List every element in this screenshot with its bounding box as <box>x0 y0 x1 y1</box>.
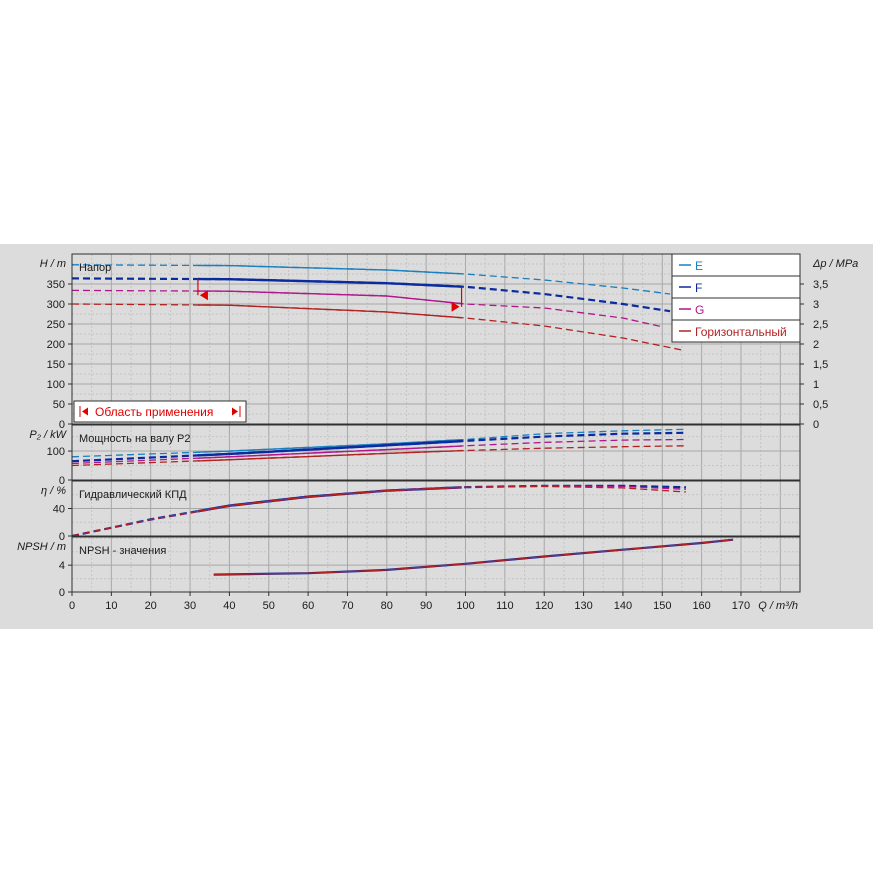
y-tick-label: 150 <box>47 359 65 371</box>
efficiency-series-Горизонтальный <box>71 485 686 537</box>
y-tick-label: 0 <box>59 419 65 431</box>
x-tick-label: 160 <box>692 600 710 612</box>
y-tick-label: 200 <box>47 339 65 351</box>
right-axis-label: Δp / MPa <box>812 258 858 270</box>
y-tick-label: 0 <box>59 475 65 487</box>
npsh-ylabel: NPSH / m <box>17 541 66 553</box>
head-series-F-range <box>197 277 462 288</box>
y-tick-label: 350 <box>47 279 65 291</box>
x-tick-label: 80 <box>381 600 393 612</box>
right-tick-label: 0,5 <box>813 399 828 411</box>
power-title: Мощность на валу P2 <box>79 433 191 445</box>
x-tick-label: 40 <box>223 600 235 612</box>
y-tick-label: 100 <box>47 446 65 458</box>
overlay-layer: Область применения EFG Горизонтальный <box>73 253 801 423</box>
x-tick-label: 10 <box>105 600 117 612</box>
right-tick-label: 1,5 <box>813 359 828 371</box>
y-tick-label: 250 <box>47 319 65 331</box>
right-tick-label: 0 <box>813 419 819 431</box>
power-series-E-range <box>197 439 462 453</box>
legend-label-F: F <box>695 281 702 295</box>
right-tick-label: 2 <box>813 339 819 351</box>
chart-panel: 0 50 100 150 200 250 300 350 H / m Напор 0 0,5 1 1,5 2… <box>0 244 873 629</box>
legend-label-E: E <box>695 259 703 273</box>
right-tick-label: 3 <box>813 299 819 311</box>
efficiency-series-E-range <box>197 486 462 512</box>
y-tick-label: 4 <box>59 560 65 572</box>
x-tick-label: 20 <box>145 600 157 612</box>
npsh-title: NPSH - значения <box>79 545 166 557</box>
x-tick-label: 170 <box>732 600 750 612</box>
y-tick-label: 50 <box>53 399 65 411</box>
efficiency-ylabel: η / % <box>41 485 66 497</box>
power-ylabel: P₂ / kW <box>29 429 67 441</box>
legend-label-G: G <box>695 303 704 317</box>
power-panel: 0 100 P₂ / kW Мощность на валу P2 <box>29 424 801 487</box>
head-ylabel: H / m <box>40 258 66 270</box>
npsh-series-F <box>213 538 734 576</box>
x-tick-label: 60 <box>302 600 314 612</box>
x-tick-label: 50 <box>263 600 275 612</box>
head-panel: 0 50 100 150 200 250 300 350 H / m Напор 0 0,5 1 1,5 2… <box>40 253 858 431</box>
efficiency-series-G-range <box>197 486 462 512</box>
x-tick-label: 110 <box>496 600 514 612</box>
efficiency-series-F-range <box>197 486 462 513</box>
x-tick-label: 100 <box>456 600 474 612</box>
head-series-Горизонтальный-range <box>197 304 462 319</box>
y-tick-label: 0 <box>59 587 65 599</box>
efficiency-panel: 0 40 η / % Гидравлический КПД <box>41 480 801 543</box>
power-series-F-range <box>197 439 462 457</box>
right-tick-label: 1 <box>813 379 819 391</box>
legend-entry-G <box>671 297 801 321</box>
range-left-arrow <box>199 290 208 301</box>
efficiency-title: Гидравлический КПД <box>79 489 187 501</box>
x-tick-label: 130 <box>574 600 592 612</box>
right-tick-label: 2,5 <box>813 319 828 331</box>
npsh-frame <box>71 536 801 593</box>
range-box-left-arrow <box>82 407 88 416</box>
y-tick-label: 100 <box>47 379 65 391</box>
range-box-right-arrow <box>232 407 238 416</box>
x-tick-label: 140 <box>614 600 632 612</box>
head-title: Напор <box>79 262 111 274</box>
y-tick-label: 40 <box>53 504 65 516</box>
legend-entry-F <box>671 275 801 299</box>
application-range-box <box>73 400 247 423</box>
head-series-G-range <box>197 290 462 305</box>
x-tick-label: 70 <box>341 600 353 612</box>
power-series-G-range <box>197 445 462 459</box>
power-series-Горизонтальный-range <box>197 449 462 462</box>
x-tick-label: 30 <box>184 600 196 612</box>
right-tick-label: 3,5 <box>813 279 828 291</box>
power-series-Горизонтальный <box>71 445 686 467</box>
application-range-label: Область применения <box>95 405 213 419</box>
x-tick-label: 150 <box>653 600 671 612</box>
power-frame <box>71 424 801 481</box>
x-axis-label: Q / m³/h <box>758 600 798 612</box>
y-tick-label: 300 <box>47 299 65 311</box>
x-tick-label: 0 <box>69 600 75 612</box>
series-layer <box>71 264 734 576</box>
legend-entry-Горизонтальный <box>671 319 801 343</box>
y-tick-label: 0 <box>59 531 65 543</box>
range-right-arrow <box>451 301 460 312</box>
efficiency-series-Горизонтальный-range <box>197 486 462 512</box>
efficiency-series-G <box>71 485 686 537</box>
x-tick-label: 90 <box>420 600 432 612</box>
x-tick-label: 120 <box>535 600 553 612</box>
legend-label-Горизонтальный: Горизонтальный <box>695 325 787 339</box>
legend-entry-E <box>671 253 801 277</box>
npsh-panel: 0 4 NPSH / m NPSH - значения <box>17 536 801 599</box>
head-series-E-range <box>197 264 462 275</box>
npsh-series-Горизонтальный <box>213 539 734 576</box>
